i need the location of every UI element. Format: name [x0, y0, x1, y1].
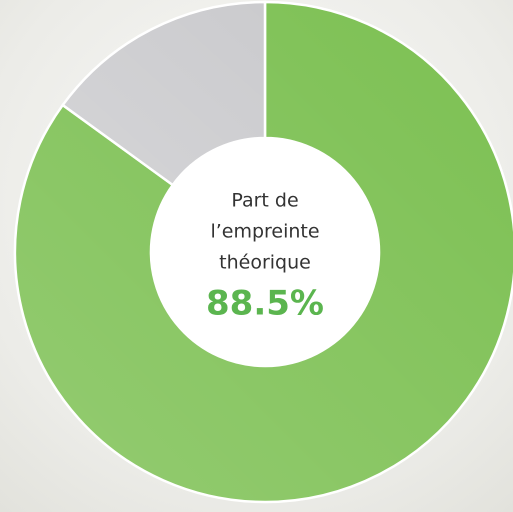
- slices: [13, 0, 513, 504]
- center-label: l’empreinte: [210, 221, 319, 243]
- slice-shade: [62, 2, 265, 185]
- center-label: théorique: [219, 252, 311, 274]
- center-value: 88.5%: [206, 284, 324, 324]
- donut-hole: [151, 138, 379, 366]
- slice-shade: [15, 2, 513, 502]
- center-label: Part de: [231, 190, 298, 212]
